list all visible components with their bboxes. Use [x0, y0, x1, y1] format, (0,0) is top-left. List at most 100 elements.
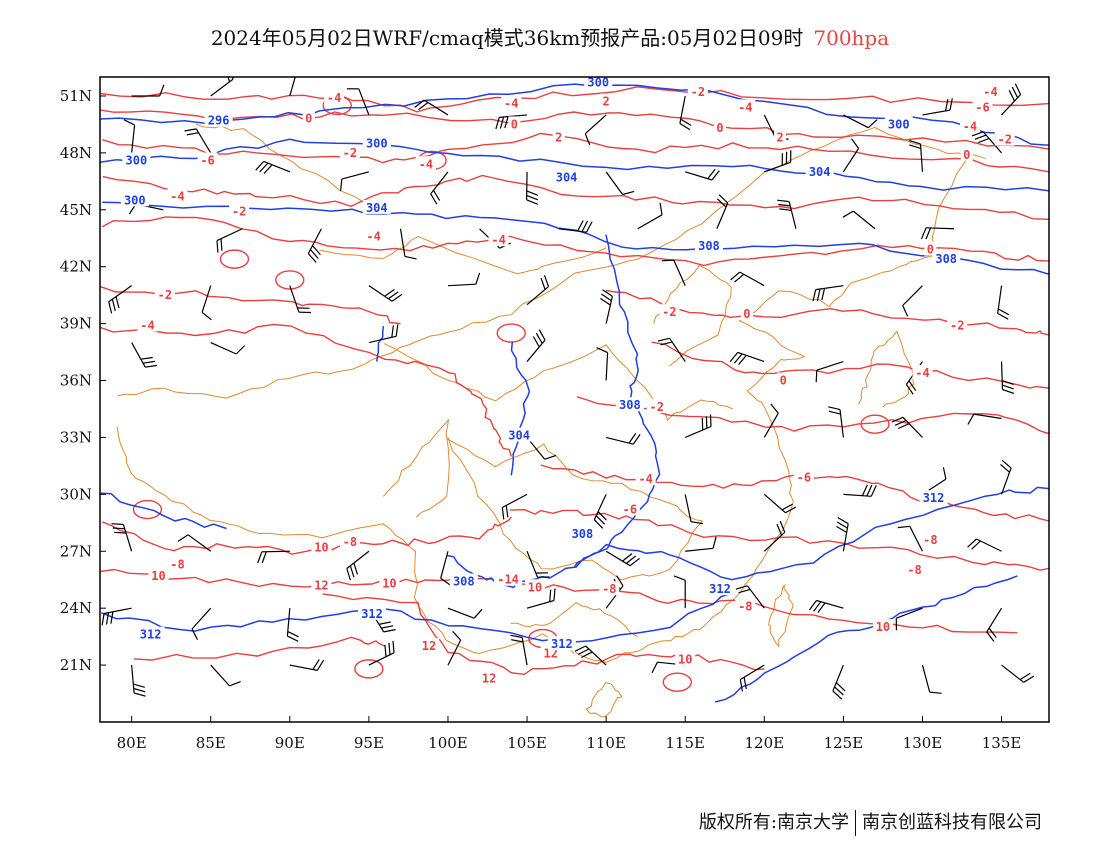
wind-barb — [895, 607, 923, 631]
wind-barb — [123, 119, 136, 153]
wind-barb — [526, 171, 539, 205]
wind-barb — [216, 228, 243, 253]
temperature-label: -2 — [662, 305, 676, 319]
wind-barb — [808, 599, 844, 613]
geopotential-isoline — [100, 138, 1049, 192]
map-title: 2024年05月02日WRF/cmaq模式36km预报产品:05月02日09时 7… — [0, 22, 1100, 51]
geopotential-label: 312 — [709, 582, 731, 596]
wind-barb — [584, 114, 607, 146]
pressure-level-label: 700hpa — [813, 26, 890, 50]
boundary-line — [319, 235, 607, 275]
wind-barb — [777, 199, 797, 229]
temperature-label: 2 — [603, 95, 610, 109]
temperature-isoline — [102, 132, 1049, 173]
contour-label-bg — [302, 110, 315, 125]
temperature-label: -2 — [650, 400, 664, 414]
temperature-closed-contour — [132, 499, 163, 520]
geopotential-isoline — [714, 575, 1018, 703]
y-tick-label: 33N — [60, 428, 92, 446]
wind-barbs — [101, 77, 1035, 700]
x-tick-label: 105E — [507, 734, 547, 752]
contour-label-bg — [339, 144, 360, 159]
contour-label-bg — [120, 192, 149, 207]
temperature-label: 12 — [422, 639, 436, 653]
contour-label-bg — [379, 575, 400, 590]
wind-barb — [201, 285, 212, 321]
y-tick-label: 36N — [60, 372, 92, 390]
contour-label-bg — [735, 99, 756, 114]
contour-label-bg — [547, 636, 576, 651]
wind-barb — [1001, 83, 1022, 116]
contour-label-bg — [501, 95, 522, 110]
wind-barb — [108, 285, 132, 314]
y-tick-label: 30N — [60, 485, 92, 503]
contour-label-bg — [884, 116, 913, 131]
contour-label-bg — [508, 116, 521, 131]
contour-label-bg — [167, 188, 188, 203]
copyright-company: 南京创蓝科技有限公司 — [862, 812, 1042, 833]
boundary-line — [116, 426, 575, 655]
boundary-line — [575, 152, 971, 664]
contour-label-bg — [972, 99, 993, 114]
temperature-closed-contour — [662, 672, 693, 692]
temperature-label: 10 — [876, 620, 890, 634]
temperature-closed-contour — [219, 249, 250, 269]
wind-barb — [1000, 361, 1015, 394]
temperature-isoline — [100, 323, 512, 457]
temperature-label: -2 — [950, 319, 964, 333]
wind-barb — [812, 285, 844, 302]
wind-barb — [891, 416, 923, 438]
wind-barb — [495, 114, 528, 130]
contour-label-bg — [599, 581, 620, 596]
temperature-isoline — [100, 109, 1049, 150]
x-tick-label: 95E — [354, 734, 384, 752]
temperature-isoline — [102, 174, 1049, 220]
contour-label-bg — [488, 232, 509, 247]
wind-barb — [368, 324, 399, 344]
contour-label-bg — [494, 571, 523, 586]
geopotential-label: 308 — [619, 398, 641, 412]
temperature-label: -6 — [623, 503, 637, 517]
geopotential-isoline — [510, 341, 531, 476]
geopotential-label: 308 — [572, 527, 594, 541]
contour-label-bg — [197, 152, 218, 167]
contour-label-bg — [919, 490, 948, 505]
wind-barb — [842, 210, 876, 230]
wind-barb — [716, 194, 729, 229]
wind-barb — [289, 285, 311, 314]
contour-label-bg — [959, 118, 980, 133]
wind-barb — [526, 275, 550, 306]
geopotential-label: 312 — [140, 628, 162, 642]
wind-barb — [399, 228, 417, 260]
contour-label-bg — [524, 579, 545, 594]
wind-barb — [657, 337, 686, 362]
wind-barb — [828, 406, 844, 438]
geopotential-isoline — [100, 83, 1049, 147]
temperature-label: -8 — [343, 535, 357, 549]
wind-barb — [526, 329, 546, 362]
wind-barb — [902, 285, 923, 317]
temperature-label: -6 — [797, 470, 811, 484]
y-tick-label: 42N — [60, 258, 92, 276]
boundary-line — [858, 330, 915, 408]
temperature-label: 0 — [963, 148, 970, 162]
wind-barb — [210, 664, 241, 687]
wind-barb — [510, 634, 528, 666]
wind-barb — [836, 517, 849, 552]
wind-barb — [842, 138, 860, 173]
y-tick-label: 39N — [60, 315, 92, 333]
temperature-label: 0 — [305, 112, 312, 126]
map-frame — [99, 76, 1050, 723]
boundary-line — [383, 418, 450, 518]
temperature-isoline — [100, 86, 1049, 113]
contour-label-bg — [793, 469, 814, 484]
wind-barb — [210, 342, 246, 355]
boundary-line — [768, 584, 794, 648]
geopotential-label: 300 — [126, 153, 148, 167]
boundary-line — [585, 681, 623, 718]
wind-barb — [368, 640, 395, 666]
wind-barb — [897, 525, 924, 552]
contour-label-bg — [568, 526, 597, 541]
wind-barb — [967, 413, 1002, 425]
